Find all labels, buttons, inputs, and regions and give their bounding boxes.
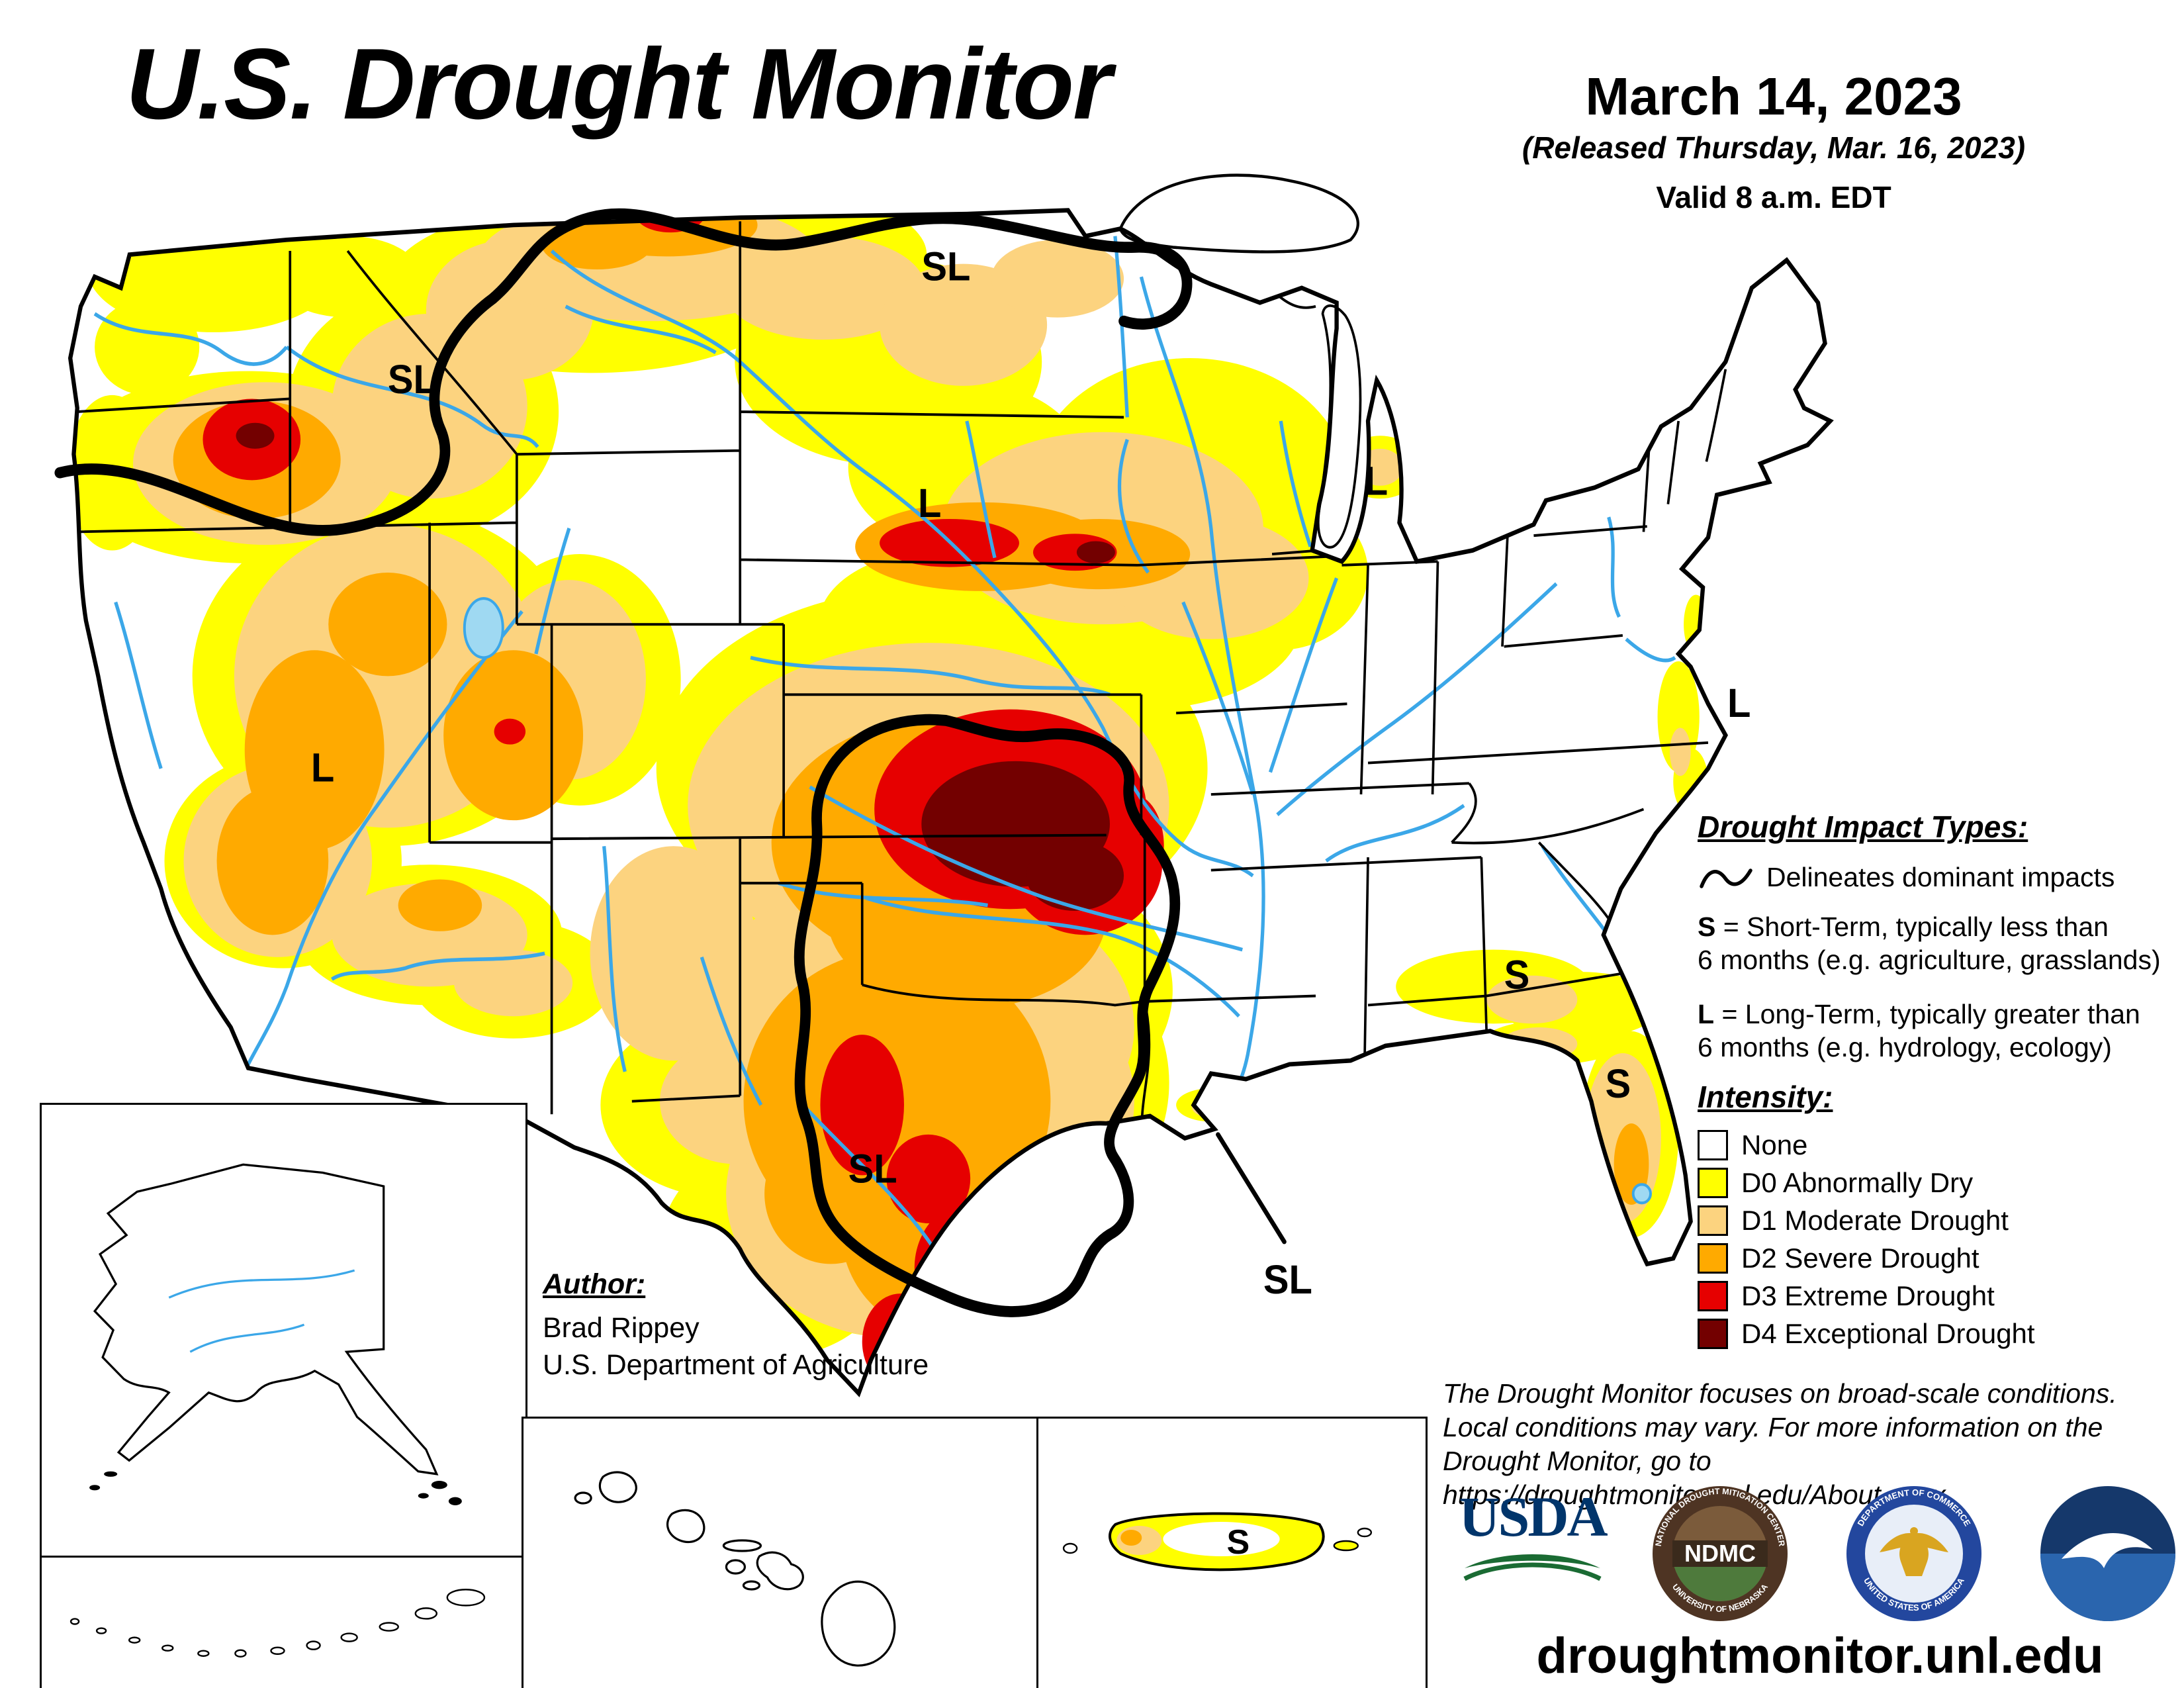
ndmc-logo-text: NDMC [1684, 1540, 1756, 1567]
delineates-label: Delineates dominant impacts [1766, 862, 2115, 892]
label-north-dakota: SL [921, 244, 970, 289]
alaska-outline [93, 1163, 439, 1476]
impact-short-term: S = Short-Term, typically less than 6 mo… [1698, 910, 2184, 976]
culebra-island [1357, 1527, 1373, 1538]
usda-swoosh-icon [1463, 1554, 1602, 1581]
label-south-dakota: L [918, 481, 941, 526]
author-org: U.S. Department of Agriculture [543, 1349, 929, 1381]
lakes [463, 173, 1652, 1205]
hawaii-islands [574, 1471, 896, 1667]
lake-superior [1118, 173, 1359, 254]
page-title: U.S. Drought Monitor [126, 28, 1112, 140]
legend-label-d2: D2 Severe Drought [1741, 1243, 1979, 1274]
noaa-gull-icon [2062, 1533, 2153, 1568]
noaa-logo [2040, 1486, 2175, 1621]
us-outline [68, 208, 1834, 1397]
impact-boundary-central [794, 714, 1181, 1317]
author-block: Author: Brad Rippey U.S. Department of A… [543, 1266, 929, 1383]
label-michigan: L [1365, 458, 1388, 504]
impact-boundary-squiggle-icon [1700, 868, 1752, 888]
author-name: Brad Rippey [543, 1312, 700, 1344]
label-east-coast: L [1727, 680, 1751, 726]
swatch-d4 [1698, 1319, 1728, 1349]
legend-row-none: None [1698, 1129, 2184, 1161]
label-southeast: S [1504, 952, 1530, 998]
swatch-d0 [1698, 1168, 1728, 1198]
ndmc-logo: NATIONAL DROUGHT MITIGATION CENTER UNIVE… [1653, 1486, 1788, 1621]
impact-types-legend: Drought Impact Types: Delineates dominan… [1698, 809, 2184, 1085]
puerto-rico-d2-area [1120, 1530, 1142, 1546]
delineates-row: Delineates dominant impacts [1698, 862, 2184, 893]
disclaimer-text: The Drought Monitor focuses on broad-sca… [1443, 1378, 2117, 1510]
state-borders [73, 221, 1727, 1144]
swatch-d1 [1698, 1205, 1728, 1236]
us-drought-map: SL SL L L L L SL SL S S [54, 173, 1834, 1397]
impact-boundaries [54, 208, 1287, 1317]
label-idaho: SL [388, 357, 437, 402]
impact-long-term: L = Long-Term, typically greater than 6 … [1698, 998, 2184, 1064]
usda-logo: USDA [1458, 1485, 1608, 1586]
released-date: (Released Thursday, Mar. 16, 2023) [1522, 130, 2026, 165]
legend-label-d0: D0 Abnormally Dry [1741, 1167, 1974, 1198]
swatch-d3 [1698, 1281, 1728, 1311]
short-term-text: = Short-Term, typically less than 6 mont… [1698, 912, 2161, 975]
author-heading: Author: [543, 1268, 646, 1300]
alaska-islands [89, 1471, 462, 1505]
long-term-prefix: L [1698, 999, 1715, 1029]
logos-row: USDA NATIONAL DROUGHT MITIGATION CENTER … [1453, 1485, 2181, 1627]
intensity-legend: Intensity: None D0 Abnormally Dry D1 Mod… [1698, 1079, 2184, 1356]
date-block: March 14, 2023 (Released Thursday, Mar. … [1516, 66, 2032, 217]
alaska-rivers [168, 1269, 355, 1353]
puerto-rico-none-area [1163, 1522, 1280, 1556]
legend-label-d1: D1 Moderate Drought [1741, 1205, 2009, 1236]
usda-logo-text: USDA [1459, 1485, 1608, 1548]
label-louisiana: SL [1263, 1257, 1312, 1303]
label-puerto-rico: S [1226, 1523, 1250, 1562]
map-date: March 14, 2023 [1585, 67, 1962, 126]
map-impact-labels: SL SL L L L L SL SL S S [311, 244, 1751, 1302]
impact-types-heading: Drought Impact Types: [1698, 810, 2028, 844]
legend-row-d0: D0 Abnormally Dry [1698, 1167, 2184, 1199]
commerce-eagle-icon [1880, 1527, 1948, 1576]
commerce-seal-logo: DEPARTMENT OF COMMERCE UNITED STATES OF … [1846, 1486, 1981, 1621]
legend-label-d3: D3 Extreme Drought [1741, 1280, 1995, 1311]
label-texas: SL [848, 1146, 897, 1192]
puerto-rico-inset: S [1036, 1417, 1428, 1688]
aleutian-islands [69, 1589, 486, 1658]
impact-boundary-northwest [54, 208, 1193, 536]
swatch-none [1698, 1130, 1728, 1160]
footer-url: droughtmonitor.unl.edu [1536, 1628, 2104, 1684]
legend-row-d2: D2 Severe Drought [1698, 1243, 2184, 1274]
legend-label-none: None [1741, 1129, 1808, 1160]
legend-label-d4: D4 Exceptional Drought [1741, 1318, 2035, 1349]
legend-row-d4: D4 Exceptional Drought [1698, 1318, 2184, 1350]
label-florida: S [1605, 1061, 1631, 1107]
swatch-d2 [1698, 1243, 1728, 1274]
valid-time: Valid 8 a.m. EDT [1656, 180, 1891, 214]
hawaii-inset [522, 1417, 1042, 1688]
legend-row-d1: D1 Moderate Drought [1698, 1205, 2184, 1237]
intensity-heading: Intensity: [1698, 1080, 1833, 1114]
lake-okeechobee [1631, 1183, 1652, 1205]
mona-island [1062, 1542, 1078, 1554]
label-nevada: L [311, 745, 334, 790]
vieques-island [1333, 1540, 1359, 1552]
long-term-text: = Long-Term, typically greater than 6 mo… [1698, 999, 2140, 1062]
great-salt-lake [463, 596, 504, 659]
short-term-prefix: S [1698, 912, 1716, 942]
alaska-inset [40, 1103, 527, 1562]
aleutians-inset [40, 1556, 527, 1688]
louisiana-callout-line [1216, 1132, 1287, 1244]
legend-row-d3: D3 Extreme Drought [1698, 1280, 2184, 1312]
